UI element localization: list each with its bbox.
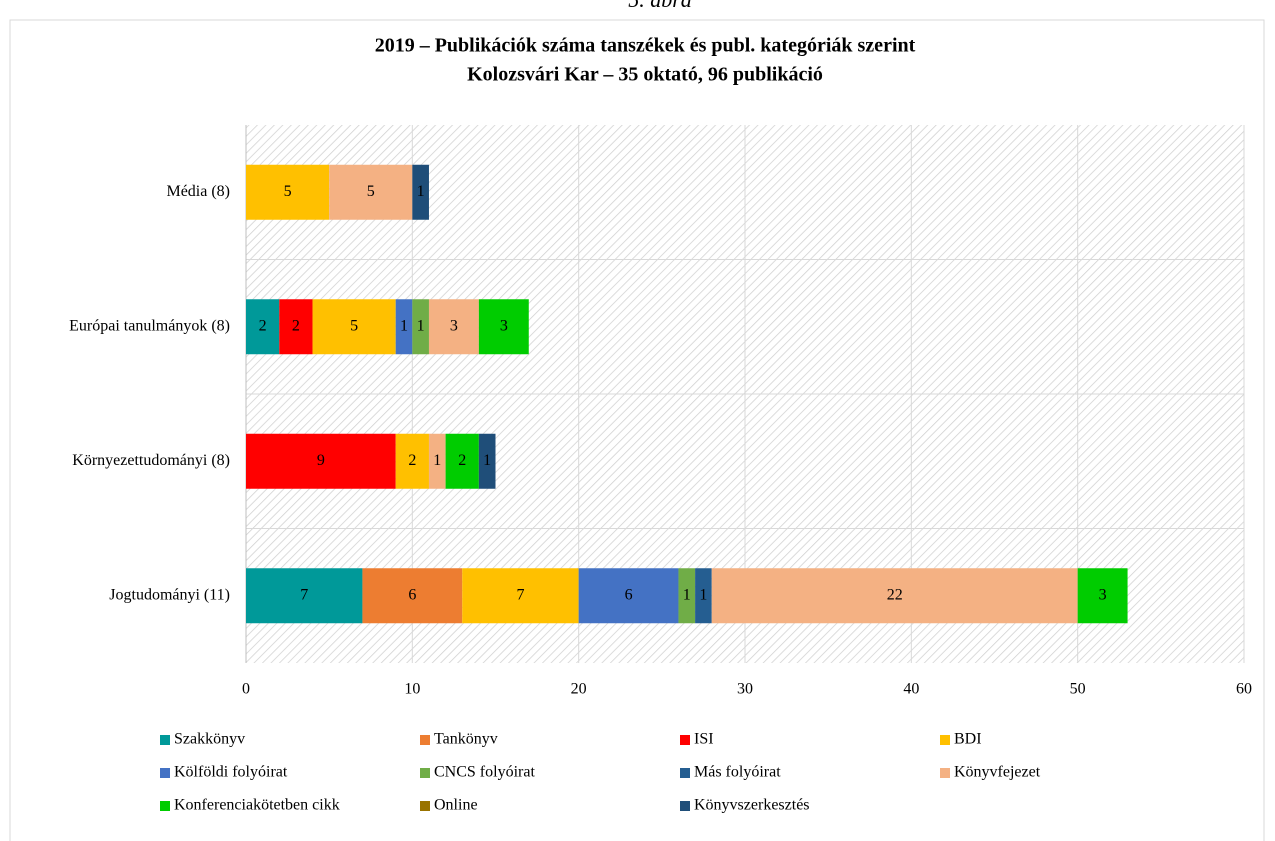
data-label: 7 <box>300 586 308 603</box>
data-label: 3 <box>1099 586 1107 603</box>
legend-label: Konferenciakötetben cikk <box>174 797 340 814</box>
data-label: 2 <box>458 452 466 469</box>
y-tick-label: Jogtudományi (11) <box>109 586 230 603</box>
legend-swatch <box>680 735 690 745</box>
data-label: 2 <box>259 317 267 334</box>
data-label: 5 <box>350 317 358 334</box>
caption: 5. ábra <box>628 0 692 12</box>
data-label: 1 <box>417 317 425 334</box>
data-label: 3 <box>450 317 458 334</box>
data-label: 9 <box>317 452 325 469</box>
data-label: 1 <box>433 452 441 469</box>
x-tick-label: 20 <box>571 681 587 698</box>
bar-segment <box>412 299 429 355</box>
x-tick-label: 40 <box>903 681 919 698</box>
data-label: 1 <box>400 317 408 334</box>
y-tick-label: Európai tanulmányok (8) <box>69 317 230 334</box>
bar-segment <box>678 568 696 624</box>
legend-label: Kölföldi folyóirat <box>174 764 288 781</box>
chart-border <box>9 19 1265 841</box>
chart-title: 2019 – Publikációk száma tanszékek és pu… <box>375 35 916 57</box>
data-label: 5 <box>284 183 292 200</box>
bar-segment <box>578 568 679 624</box>
data-label: 3 <box>500 317 508 334</box>
data-label: 1 <box>683 586 691 603</box>
bar-segment <box>246 568 363 624</box>
bar-segment <box>1077 568 1128 624</box>
bar-segment <box>279 299 313 355</box>
bar-segment <box>395 433 429 489</box>
bar-segment <box>478 433 496 489</box>
bar-segment <box>329 164 413 220</box>
data-label: 1 <box>483 452 491 469</box>
legend-swatch <box>680 801 690 811</box>
bar-segment <box>312 299 396 355</box>
legend-swatch <box>420 735 430 745</box>
data-label: 1 <box>699 586 707 603</box>
legend-label: Tankönyv <box>434 731 498 748</box>
x-tick-label: 0 <box>242 681 250 698</box>
bar-segment <box>246 433 396 489</box>
legend-label: Szakkönyv <box>174 731 245 748</box>
bar-segment <box>711 568 1078 624</box>
bar-segment <box>246 164 330 220</box>
bar-segment <box>246 299 280 355</box>
bar-segment <box>412 164 429 220</box>
legend-label: CNCS folyóirat <box>434 764 535 781</box>
data-label: 6 <box>408 586 416 603</box>
legend-swatch <box>420 801 430 811</box>
data-label: 6 <box>625 586 633 603</box>
legend-swatch <box>160 735 170 745</box>
data-label: 7 <box>516 586 524 603</box>
legend-swatch <box>420 768 430 778</box>
bar-segment <box>395 299 413 355</box>
bar-segment <box>428 299 479 355</box>
data-label: 2 <box>408 452 416 469</box>
data-label: 22 <box>887 586 903 603</box>
data-label: 2 <box>292 317 300 334</box>
y-tick-label: Média (8) <box>166 183 230 200</box>
x-tick-label: 50 <box>1070 681 1086 698</box>
legend-label: Más folyóirat <box>694 764 781 781</box>
legend-swatch <box>680 768 690 778</box>
legend-swatch <box>160 801 170 811</box>
legend-label: Könyvfejezet <box>954 764 1041 781</box>
data-label: 5 <box>367 183 375 200</box>
bar-segment <box>695 568 712 624</box>
legend-label: Online <box>434 797 478 814</box>
chart-subtitle: Kolozsvári Kar – 35 oktató, 96 publikáci… <box>467 64 823 86</box>
legend-swatch <box>940 735 950 745</box>
legend-swatch <box>940 768 950 778</box>
bar-segment <box>445 433 479 489</box>
legend-label: BDI <box>954 731 982 748</box>
y-tick-label: Környezettudományi (8) <box>72 452 230 469</box>
x-tick-label: 30 <box>737 681 753 698</box>
x-tick-label: 60 <box>1236 681 1252 698</box>
legend-swatch <box>160 768 170 778</box>
bar-segment <box>462 568 579 624</box>
bar-segment <box>428 433 446 489</box>
legend-label: ISI <box>694 731 714 748</box>
bar-segment <box>362 568 463 624</box>
x-tick-label: 10 <box>404 681 420 698</box>
legend-label: Könyvszerkesztés <box>694 797 810 814</box>
data-label: 1 <box>417 183 425 200</box>
bar-segment <box>478 299 529 355</box>
